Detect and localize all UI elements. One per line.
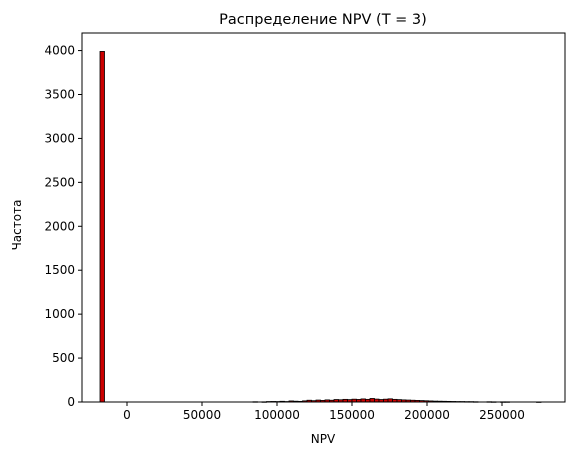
y-tick-label: 1000 [44, 307, 75, 321]
x-tick-label: 50000 [183, 408, 221, 422]
y-tick-label: 4000 [44, 44, 75, 58]
y-tick-label: 2000 [44, 219, 75, 233]
x-tick-label: 200000 [404, 408, 450, 422]
x-tick-label: 150000 [329, 408, 375, 422]
histogram-bar-0 [99, 51, 105, 403]
histogram-bar-26 [369, 398, 375, 403]
y-ticks-group: 0 500 1000 1500 2000 2500 3000 3500 4000 [44, 44, 82, 409]
y-tick-label: 3000 [44, 131, 75, 145]
y-tick-label: 1500 [44, 263, 75, 277]
y-axis-label: Частота [10, 200, 24, 251]
x-ticks-group: 0 50000 100000 150000 200000 250000 [123, 402, 525, 422]
x-axis-label: NPV [311, 432, 336, 446]
y-tick-label: 3500 [44, 88, 75, 102]
y-tick-label: 2500 [44, 175, 75, 189]
x-tick-label: 0 [123, 408, 131, 422]
chart-title: Распределение NPV (T = 3) [219, 12, 427, 28]
x-tick-label: 250000 [479, 408, 525, 422]
y-tick-label: 0 [67, 395, 75, 409]
x-tick-label: 100000 [254, 408, 300, 422]
y-tick-label: 500 [52, 351, 75, 365]
plot-frame [81, 32, 566, 403]
